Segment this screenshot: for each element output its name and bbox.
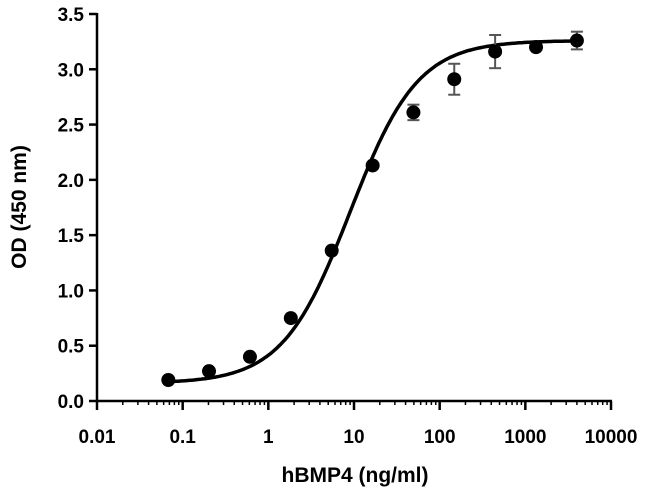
y-tick-label: 3.0 — [58, 60, 84, 81]
data-points — [161, 30, 584, 387]
data-point — [447, 62, 462, 96]
marker — [324, 243, 339, 258]
axes — [95, 13, 612, 403]
y-tick-label: 0.0 — [58, 392, 84, 413]
marker — [202, 364, 217, 379]
data-point — [569, 30, 584, 51]
y-tick-label: 3.5 — [58, 5, 85, 26]
marker — [488, 44, 503, 59]
y-tick-label: 0.5 — [58, 337, 85, 358]
fit-curve — [168, 39, 577, 384]
x-tick-label: 0.01 — [79, 427, 116, 448]
data-point — [365, 158, 380, 173]
data-point — [406, 103, 421, 122]
y-tick-label: 2.5 — [58, 116, 85, 137]
marker — [283, 311, 298, 326]
x-tick-label: 1 — [263, 427, 274, 448]
marker — [529, 40, 544, 55]
marker — [161, 372, 176, 387]
marker — [365, 158, 380, 173]
data-point — [202, 364, 217, 379]
marker — [569, 33, 584, 48]
data-point — [283, 311, 298, 326]
y-tick-label: 1.0 — [58, 281, 84, 302]
marker — [406, 105, 421, 120]
data-point — [529, 40, 544, 55]
data-point — [488, 34, 503, 70]
data-point — [324, 243, 339, 258]
y-tick-label: 2.0 — [58, 171, 84, 192]
x-tick-label: 10 — [343, 427, 364, 448]
marker — [242, 349, 257, 364]
marker — [447, 72, 462, 87]
x-tick-label: 0.1 — [169, 427, 196, 448]
y-axis-title: OD (450 nm) — [8, 145, 31, 269]
x-tick-label: 100 — [424, 427, 456, 448]
x-ticks: 0.01 0.1 1 10 100 1000 10000 — [79, 401, 638, 448]
x-tick-label: 10000 — [585, 427, 638, 448]
x-axis-title: hBMP4 (ng/ml) — [282, 464, 429, 487]
y-ticks: 0.0 0.5 1.0 1.5 2.0 2.5 3.0 3.5 — [58, 5, 97, 413]
y-tick-label: 1.5 — [58, 226, 85, 247]
data-point — [161, 372, 176, 387]
data-point — [242, 349, 257, 364]
x-tick-label: 1000 — [504, 427, 546, 448]
